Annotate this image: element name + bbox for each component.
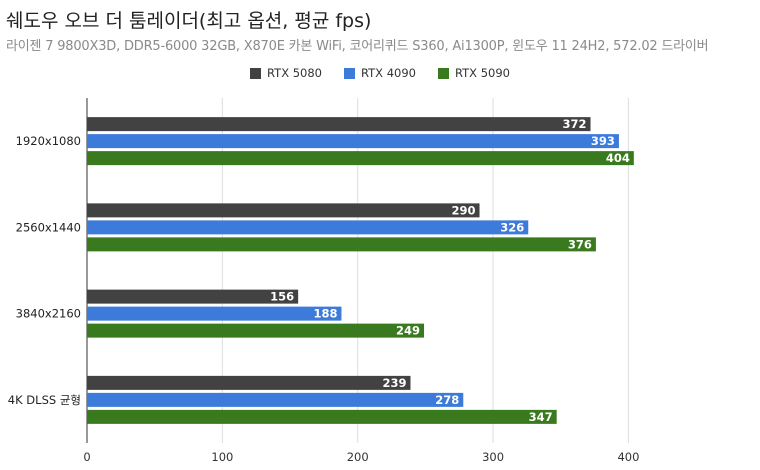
bar-2-1 bbox=[87, 237, 596, 252]
category-label-3: 4K DLSS 균형 bbox=[8, 393, 81, 407]
bar-2-0 bbox=[87, 151, 634, 166]
data-label-1-0: 393 bbox=[591, 134, 615, 148]
data-label-2-0: 404 bbox=[606, 151, 630, 165]
bar-2-3 bbox=[87, 409, 557, 424]
legend-item-1: RTX 4090 bbox=[344, 66, 416, 80]
category-label-0: 1920x1080 bbox=[16, 134, 81, 148]
legend-swatch-2 bbox=[437, 67, 449, 79]
legend-label-0: RTX 5080 bbox=[267, 66, 322, 80]
legend-swatch-1 bbox=[344, 67, 355, 79]
data-label-2-3: 347 bbox=[529, 410, 553, 424]
legend-label-1: RTX 4090 bbox=[361, 66, 416, 80]
data-label-0-0: 372 bbox=[562, 117, 586, 131]
chart-subtitle: 라이젠 7 9800X3D, DDR5-6000 32GB, X870E 카본 … bbox=[6, 39, 709, 54]
x-tick-label-0: 0 bbox=[83, 450, 90, 464]
bar-1-2 bbox=[87, 306, 342, 321]
bar-0-3 bbox=[87, 375, 411, 390]
bar-1-0 bbox=[87, 134, 619, 149]
data-label-0-2: 156 bbox=[270, 290, 294, 304]
bar-0-1 bbox=[87, 203, 480, 218]
category-label-2: 3840x2160 bbox=[16, 307, 81, 321]
bar-0-0 bbox=[87, 117, 591, 132]
bar-1-1 bbox=[87, 220, 529, 235]
legend-item-2: RTX 5090 bbox=[437, 66, 510, 80]
data-label-1-3: 278 bbox=[435, 393, 459, 407]
data-label-2-1: 376 bbox=[568, 237, 592, 251]
category-label-1: 2560x1440 bbox=[16, 220, 81, 234]
legend: RTX 5080 RTX 4090 RTX 5090 bbox=[0, 66, 760, 80]
data-label-1-2: 188 bbox=[313, 307, 337, 321]
legend-item-0: RTX 5080 bbox=[250, 66, 322, 80]
data-label-0-1: 290 bbox=[452, 203, 476, 217]
chart-title: 쉐도우 오브 더 툼레이더(최고 옵션, 평균 fps) bbox=[6, 10, 372, 32]
x-tick-label-1: 100 bbox=[211, 450, 233, 464]
data-label-2-2: 249 bbox=[396, 324, 420, 338]
bar-1-3 bbox=[87, 392, 464, 407]
x-tick-label-3: 300 bbox=[482, 450, 504, 464]
data-label-1-1: 326 bbox=[500, 220, 524, 234]
data-label-0-3: 239 bbox=[382, 376, 406, 390]
x-tick-label-2: 200 bbox=[347, 450, 369, 464]
x-tick-label-4: 400 bbox=[617, 450, 639, 464]
legend-label-2: RTX 5090 bbox=[454, 66, 510, 80]
bar-2-2 bbox=[87, 323, 425, 338]
bar-0-2 bbox=[87, 289, 299, 304]
legend-swatch-0 bbox=[250, 67, 262, 79]
